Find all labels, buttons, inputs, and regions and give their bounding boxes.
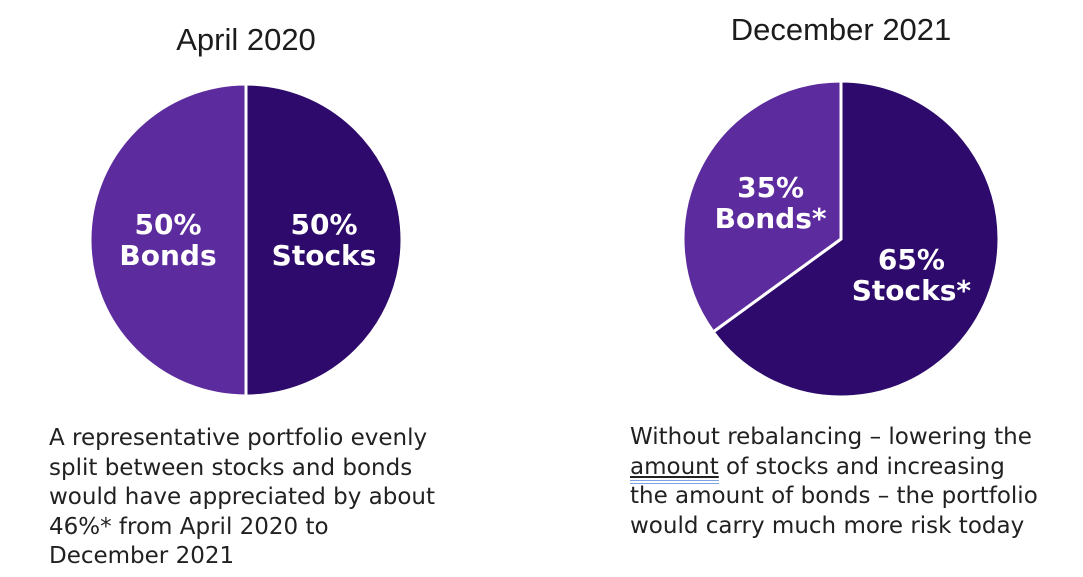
grammar-underlined-word: amount [630, 453, 719, 484]
pie-slice-bonds [681, 79, 843, 334]
pie-slice-label-bonds: 50% Bonds [119, 208, 217, 272]
chart-title-december-2021: December 2021 [730, 12, 952, 47]
pie-slice-label-bonds: 35% Bonds* [714, 171, 827, 236]
caption-text: A representative portfolio evenly split … [49, 425, 435, 569]
caption-text: Without rebalancing – lowering the [630, 424, 1032, 450]
pie-slice-stocks [244, 82, 404, 398]
chart-title-april-2020: April 2020 [176, 22, 316, 57]
caption-text: of stocks and increasing the amount of b… [630, 453, 1038, 539]
pie-slice-label-stocks: 50% Stocks [271, 208, 377, 272]
pie-chart-december-2021: 65% Stocks* 35% Bonds* [681, 79, 1001, 399]
chart-caption-december-2021: Without rebalancing – lowering the amoun… [630, 423, 1083, 541]
pie-svg-april-2020 [88, 82, 404, 398]
pie-slice-stocks [711, 79, 1001, 399]
chart-caption-april-2020: A representative portfolio evenly split … [49, 424, 479, 572]
pie-slice-bonds [88, 82, 248, 398]
pie-svg-december-2021 [681, 79, 1001, 399]
pie-slice-label-stocks: 65% Stocks* [851, 242, 972, 307]
pie-chart-april-2020: 50% Stocks 50% Bonds [88, 82, 404, 398]
